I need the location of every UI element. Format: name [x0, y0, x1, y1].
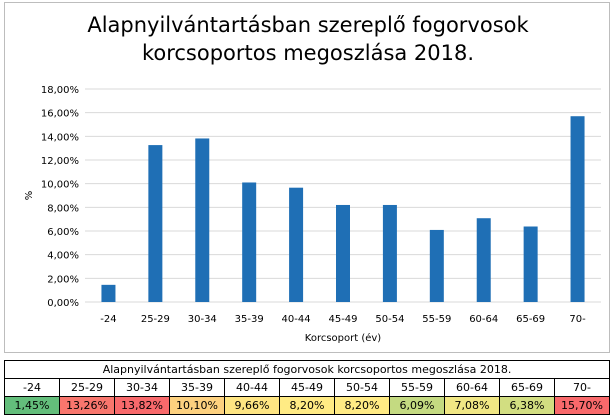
table-value-cell: 15,70%: [554, 396, 610, 415]
x-axis-label: Korcsoport (év): [305, 332, 382, 344]
y-tick-label: 12,00%: [41, 156, 79, 167]
chart-title: Alapnyilvántartásban szereplő fogorvosok…: [5, 11, 611, 67]
bar: [382, 204, 397, 302]
y-axis-label: %: [24, 191, 35, 201]
y-tick-label: 0,00%: [47, 298, 79, 309]
x-tick-label: -24: [100, 314, 116, 325]
table-value-cell: 13,26%: [59, 396, 115, 415]
table-value-cell: 6,09%: [389, 396, 445, 415]
chart-title-line-2: korcsoportos megoszlása 2018.: [141, 41, 475, 65]
chart-title-line-1: Alapnyilvántartásban szereplő fogorvosok: [87, 13, 529, 37]
x-tick-label: 65-69: [516, 314, 545, 325]
x-tick-label: 35-39: [235, 314, 264, 325]
table-header-row: -24 25-29 30-34 35-39 40-44 45-49 50-54 55-59 60…: [4, 378, 610, 397]
x-tick-label: 50-54: [375, 314, 404, 325]
table-header-cell: 45-49: [279, 378, 335, 397]
bar: [523, 226, 538, 302]
chart-frame: Alapnyilvántartásban szereplő fogorvosok…: [4, 2, 610, 353]
table-value-cell: 8,20%: [334, 396, 390, 415]
bar: [476, 218, 491, 302]
bar: [336, 204, 350, 302]
table-value-row: 1,45% 13,26% 13,82% 10,10% 9,66% 8,20% 8,20% 6,…: [4, 396, 610, 415]
bar-chart: 0,00% 2,00% 4,00% 6,00% 8,00% 10,00% 12,00% 14,…: [24, 85, 601, 344]
table-header-cell: -24: [4, 378, 60, 397]
bar: [429, 229, 444, 302]
table-caption: Alapnyilvántartásban szereplő fogorvosok…: [4, 360, 610, 379]
table-header-cell: 60-64: [444, 378, 500, 397]
table-value-cell: 9,66%: [224, 396, 280, 415]
x-tick-label: 60-64: [469, 314, 498, 325]
x-tick-label: 25-29: [141, 314, 170, 325]
x-tick-label: 55-59: [422, 314, 451, 325]
bar: [148, 145, 163, 302]
y-tick-label: 14,00%: [41, 132, 79, 143]
x-tick-label: 70-: [569, 314, 586, 325]
x-tick-label: 30-34: [188, 314, 217, 325]
bar: [242, 182, 257, 302]
y-tick-label: 2,00%: [47, 274, 79, 285]
bar: [289, 187, 304, 302]
table-header-cell: 30-34: [114, 378, 170, 397]
y-tick-label: 16,00%: [41, 109, 79, 120]
x-tick-label: 45-49: [328, 314, 357, 325]
bar: [570, 116, 585, 302]
table-header-cell: 25-29: [59, 378, 115, 397]
table-value-cell: 8,20%: [279, 396, 335, 415]
table-header-cell: 50-54: [334, 378, 390, 397]
table-value-cell: 6,38%: [499, 396, 555, 415]
y-tick-label: 8,00%: [47, 203, 79, 214]
table-value-cell: 10,10%: [169, 396, 225, 415]
table-header-cell: 65-69: [499, 378, 555, 397]
table-header-cell: 35-39: [169, 378, 225, 397]
table-caption-row: Alapnyilvántartásban szereplő fogorvosok…: [4, 360, 610, 379]
table-header-cell: 70-: [554, 378, 610, 397]
y-tick-label: 6,00%: [47, 227, 79, 238]
table-value-cell: 13,82%: [114, 396, 170, 415]
bar: [101, 284, 116, 302]
table-header-cell: 55-59: [389, 378, 445, 397]
x-tick-label: 40-44: [282, 314, 311, 325]
bar: [195, 138, 210, 302]
table-value-cell: 7,08%: [444, 396, 500, 415]
y-tick-label: 4,00%: [47, 251, 79, 262]
data-table: Alapnyilvántartásban szereplő fogorvosok…: [4, 360, 610, 415]
y-tick-label: 10,00%: [41, 180, 79, 191]
table-value-cell: 1,45%: [4, 396, 60, 415]
y-tick-label: 18,00%: [41, 85, 79, 96]
table-header-cell: 40-44: [224, 378, 280, 397]
